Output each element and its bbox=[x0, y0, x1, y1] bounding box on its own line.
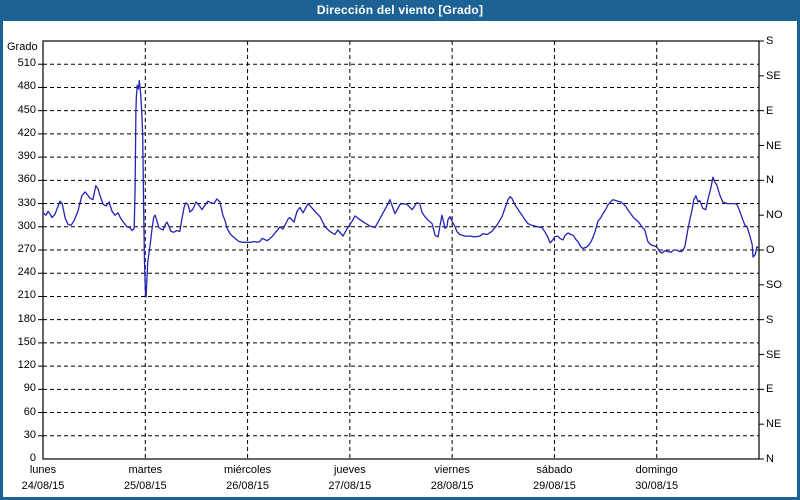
chart-title: Dirección del viento [Grado] bbox=[316, 3, 484, 17]
chart-panel bbox=[3, 21, 797, 497]
title-bar: Dirección del viento [Grado] bbox=[0, 0, 800, 21]
wind-direction-line bbox=[42, 79, 760, 298]
